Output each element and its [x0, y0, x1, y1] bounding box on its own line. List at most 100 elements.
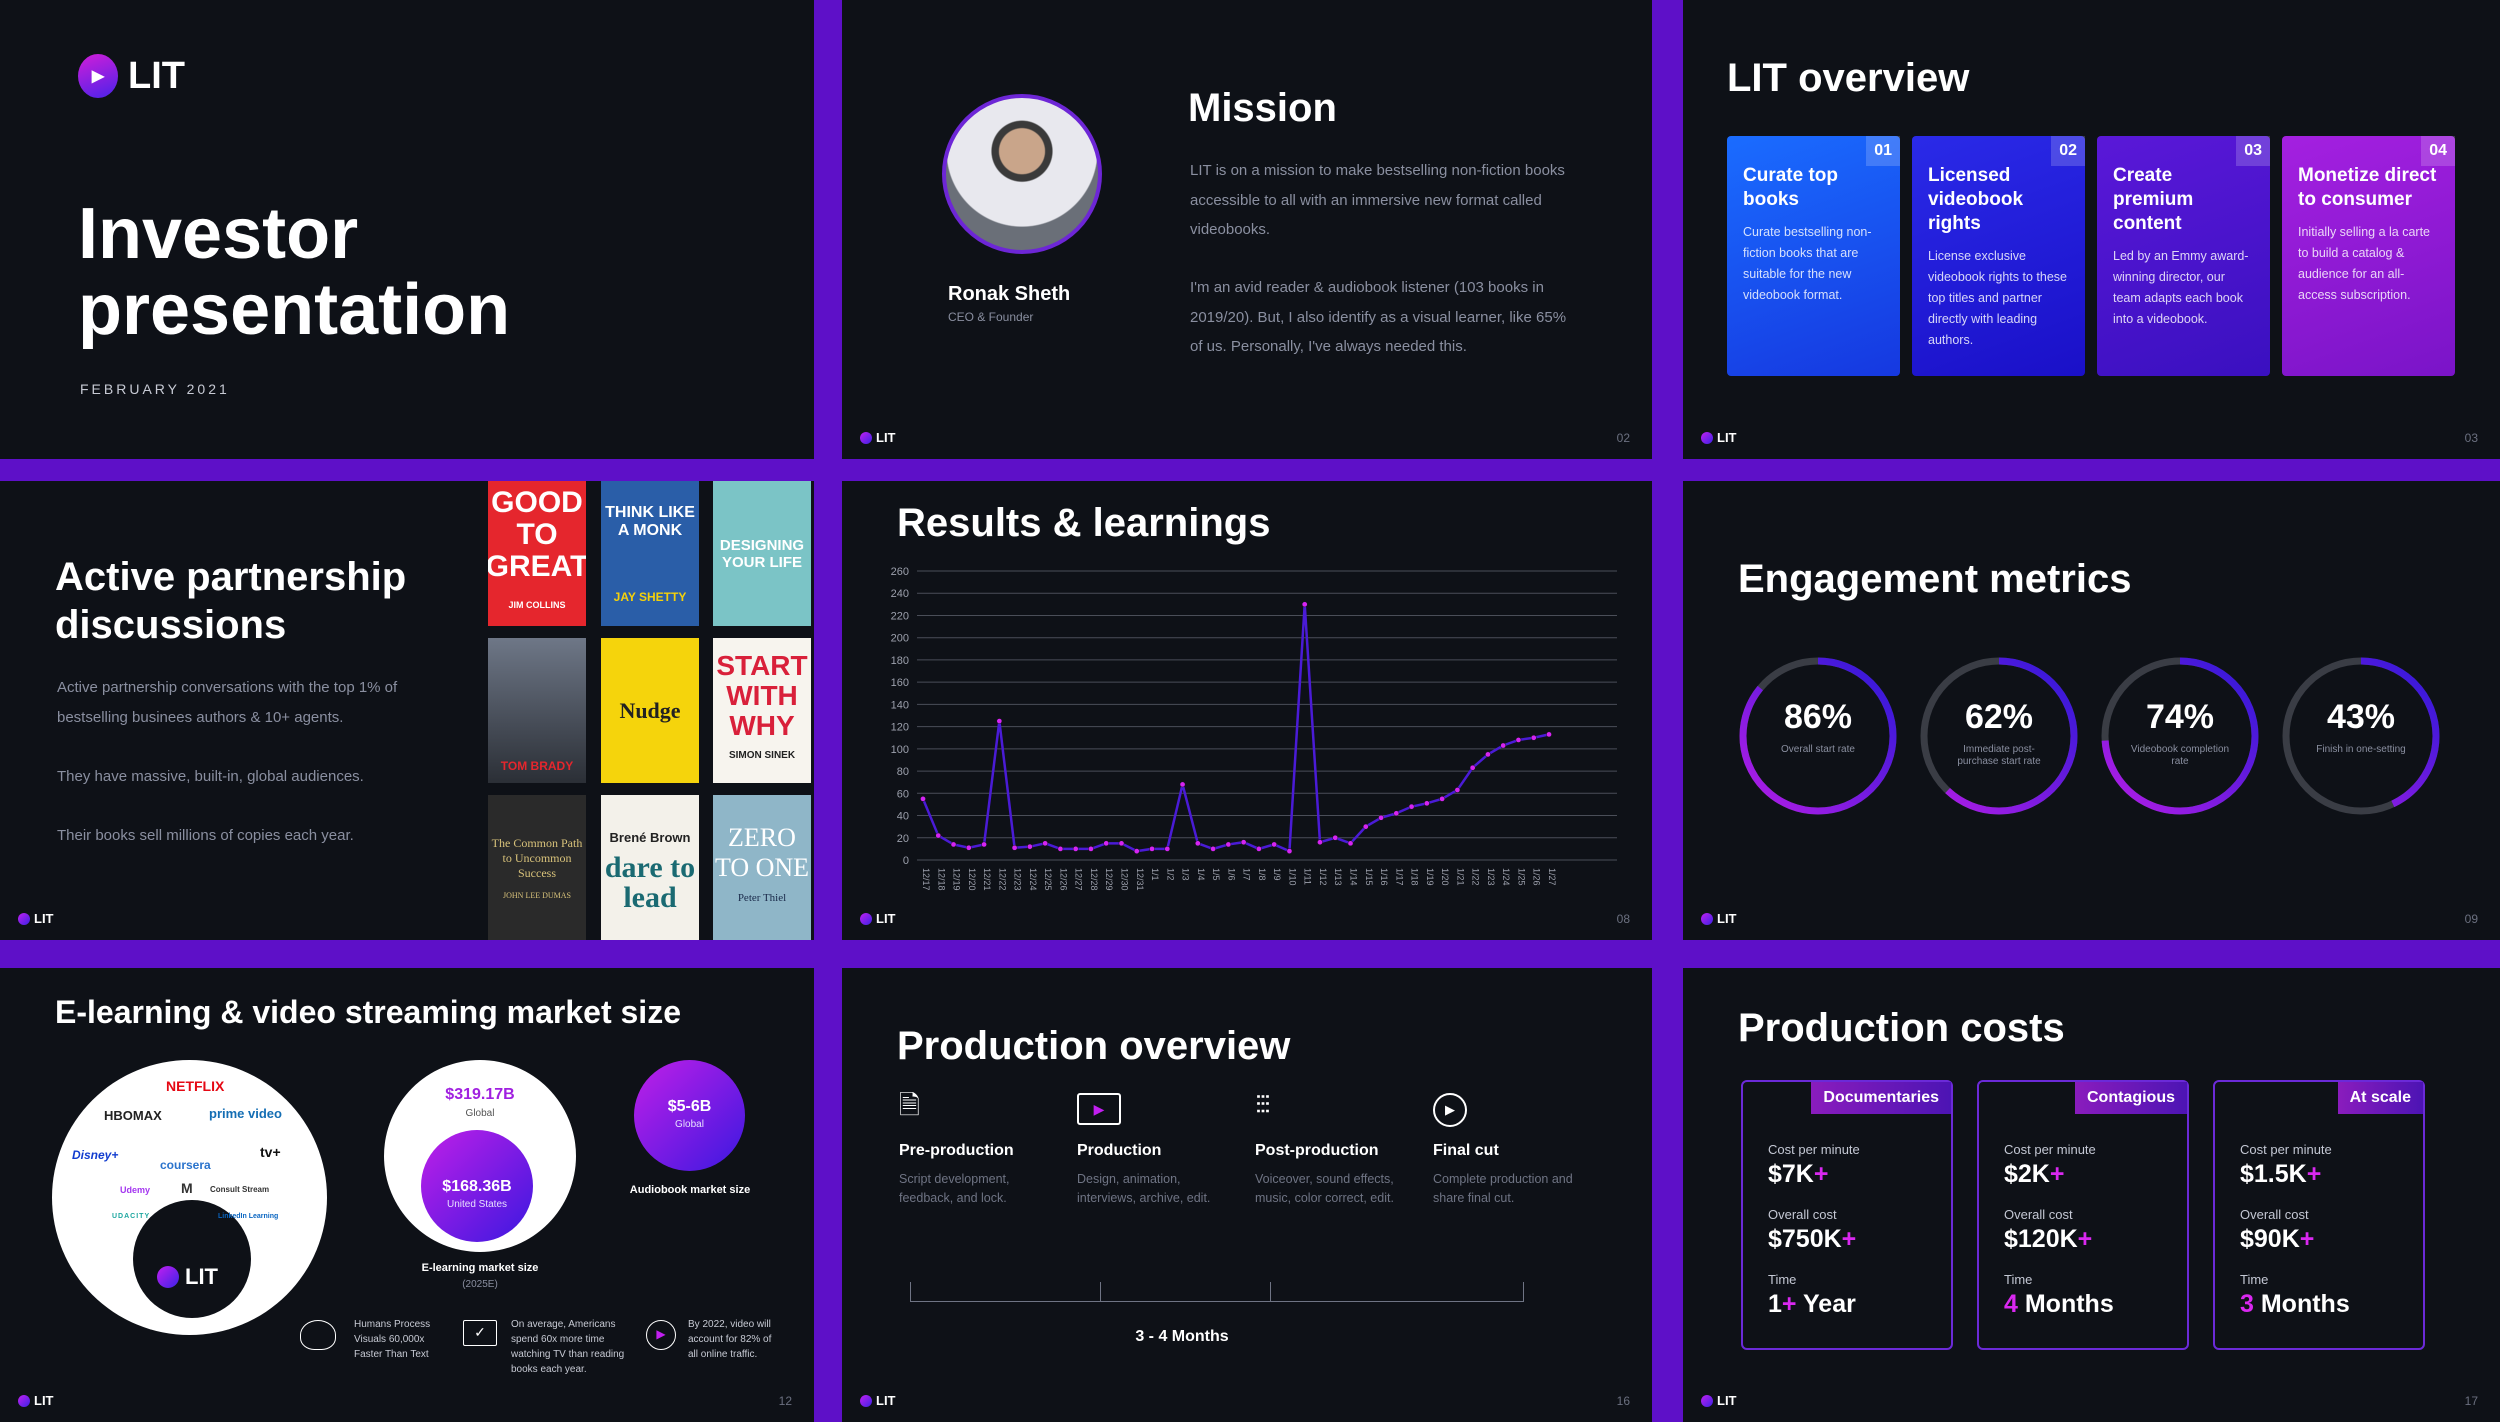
x-tick-label: 12/20: [967, 868, 977, 891]
masterclass-logo: M: [181, 1180, 193, 1196]
elearning-year: (2025E): [462, 1279, 498, 1290]
data-point: [1210, 846, 1216, 852]
book-cover: GOOD TO GREAT JIM COLLINS: [488, 481, 586, 626]
film-icon: ▶: [1077, 1088, 1121, 1125]
card-title: Create premium content: [2113, 165, 2194, 234]
slide-results[interactable]: Results & learnings 0 20 40 60 80 100 120 140 16…: [842, 481, 1652, 940]
hbomax-logo: HBOMAX: [104, 1108, 162, 1123]
y-tick-label: 120: [891, 722, 909, 734]
x-tick-label: 12/25: [1043, 868, 1053, 891]
y-tick-label: 180: [891, 655, 909, 667]
overall-cost: $120K+: [2004, 1225, 2093, 1253]
metric-label: Videobook completion rate: [2130, 744, 2230, 767]
card-title: Curate top books: [1743, 165, 1838, 210]
card-number: 01: [1866, 136, 1900, 166]
slide-production-overview[interactable]: Production overview 🗎 Pre-production Scr…: [842, 968, 1652, 1422]
udacity-logo: UDACITY: [112, 1213, 151, 1220]
production-title: Production overview: [897, 1024, 1291, 1068]
ring-gauge: [1739, 657, 1897, 815]
x-tick-label: 1/14: [1349, 868, 1359, 886]
logo-icon: [1701, 431, 1713, 444]
data-point: [1332, 834, 1339, 841]
x-tick-label: 1/27: [1547, 868, 1557, 886]
udemy-logo: Udemy: [120, 1185, 151, 1195]
x-tick-label: 12/27: [1074, 868, 1084, 891]
x-tick-label: 12/19: [952, 868, 962, 891]
fact-text: By 2022, video will account for 82% of a…: [688, 1319, 772, 1360]
ring-progress: [1920, 657, 2078, 815]
y-tick-label: 200: [891, 633, 909, 645]
x-tick-label: 1/12: [1318, 868, 1328, 886]
x-tick-label: 1/13: [1333, 868, 1343, 886]
time-value: 4 Months: [2004, 1290, 2114, 1318]
overview-card-2[interactable]: 02 Licensed videobook rights License exc…: [1912, 136, 2085, 376]
x-tick-label: 1/6: [1226, 868, 1236, 881]
partnerships-title: Active partnership discussions: [55, 555, 407, 647]
footer-logo: LIT: [860, 911, 896, 926]
x-tick-label: 12/30: [1119, 868, 1129, 891]
overview-card-4[interactable]: 04 Monetize direct to consumer Initially…: [2282, 136, 2455, 376]
lit-inner-circle: [133, 1200, 251, 1318]
logo-icon: [860, 431, 872, 444]
slide-partnerships[interactable]: Active partnership discussions Active pa…: [0, 481, 814, 940]
ring-gauge: [2101, 657, 2259, 815]
logo-icon: [860, 912, 872, 925]
overall-cost: $750K+: [1768, 1225, 1857, 1253]
data-point: [1103, 840, 1110, 847]
data-point: [1286, 848, 1293, 854]
book-cover: THINK LIKE A MONK JAY SHETTY: [601, 481, 699, 626]
card-title: Monetize direct to consumer: [2298, 165, 2437, 210]
play-icon: ▶: [1433, 1088, 1467, 1127]
data-point: [1500, 742, 1507, 749]
step-post-production: ⫶⫶⫶ Post-production Voiceover, sound eff…: [1255, 1090, 1394, 1205]
data-point: [1347, 840, 1354, 847]
page-number: 08: [1616, 912, 1630, 926]
partnerships-paragraph-2: They have massive, built-in, global audi…: [57, 768, 364, 785]
step-final-cut: ▶ Final cut Complete production and shar…: [1433, 1088, 1593, 1208]
slide-investor-title[interactable]: ▶ LIT Investor presentation FEBRUARY 202…: [0, 0, 814, 459]
data-point: [965, 844, 972, 851]
lit-logo: ▶ LIT: [78, 54, 185, 98]
overview-card-3[interactable]: 03 Create premium content Led by an Emmy…: [2097, 136, 2270, 376]
data-point: [1469, 764, 1476, 771]
data-point: [1530, 734, 1537, 741]
logo-icon: [860, 1394, 872, 1407]
cost-card-at-scale[interactable]: At scale Cost per minute $1.5K+ Overall …: [2213, 1080, 2425, 1350]
logo-icon: [1701, 912, 1713, 925]
page-number: 12: [778, 1394, 792, 1408]
slide-market-size[interactable]: E-learning & video streaming market size…: [0, 968, 814, 1422]
slide-engagement[interactable]: Engagement metrics 86% Overall start rat…: [1683, 481, 2500, 940]
footer-logo: LIT: [1701, 911, 1737, 926]
cost-card-contagious[interactable]: Contagious Cost per minute $2K+ Overall …: [1977, 1080, 2189, 1350]
x-tick-label: 1/1: [1150, 868, 1160, 881]
slide-mission[interactable]: Ronak Sheth CEO & Founder Mission LIT is…: [842, 0, 1652, 459]
overview-title: LIT overview: [1727, 56, 1970, 100]
timeline-bracket: [910, 1282, 1524, 1302]
data-point: [1194, 840, 1201, 847]
footer-logo: LIT: [18, 911, 54, 926]
card-title: Licensed videobook rights: [1928, 165, 2024, 234]
book-cover: START WITH WHY SIMON SINEK: [713, 638, 811, 783]
data-point: [1042, 840, 1048, 847]
y-tick-label: 60: [897, 788, 909, 800]
x-tick-label: 1/24: [1501, 868, 1511, 886]
global-market-value: $319.17B: [445, 1086, 515, 1103]
slide-lit-overview[interactable]: LIT overview 01 Curate top books Curate …: [1683, 0, 2500, 459]
x-tick-label: 12/31: [1135, 868, 1145, 891]
x-tick-label: 1/22: [1471, 868, 1481, 886]
slide-production-costs[interactable]: Production costs Documentaries Cost per …: [1683, 968, 2500, 1422]
cost-card-documentaries[interactable]: Documentaries Cost per minute $7K+ Overa…: [1741, 1080, 1953, 1350]
x-tick-label: 1/2: [1165, 868, 1175, 881]
x-tick-label: 1/10: [1287, 868, 1297, 886]
x-tick-label: 12/29: [1104, 868, 1114, 891]
data-point: [920, 796, 926, 802]
overview-card-1[interactable]: 01 Curate top books Curate bestselling n…: [1727, 136, 1900, 376]
book-cover: ZERO TO ONE Peter Thiel: [713, 795, 811, 940]
footer-logo: LIT: [1701, 430, 1737, 445]
founder-role: CEO & Founder: [948, 310, 1034, 324]
metric-ring: 74% Videobook completion rate: [2100, 656, 2260, 816]
x-tick-label: 1/11: [1303, 868, 1313, 885]
linkedin-learning-logo: LinkedIn Learning: [218, 1213, 279, 1220]
data-point: [1362, 823, 1369, 830]
page-number: 17: [2464, 1394, 2478, 1408]
